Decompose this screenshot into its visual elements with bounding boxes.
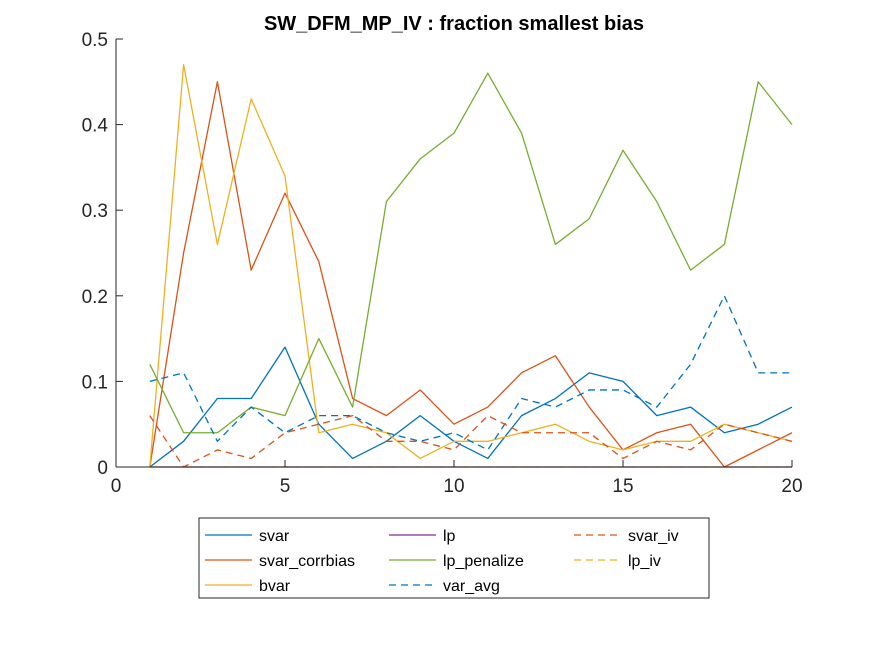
axes-layer: 0 5 10 15 20 0 0.1 0.2 0.3 0.4 0.5 <box>82 30 803 497</box>
legend-label-lp: lp <box>443 528 456 545</box>
legend-label-svar: svar <box>259 528 290 545</box>
legend-label-bvar: bvar <box>259 578 291 595</box>
y-tick-label: 0 <box>97 458 108 479</box>
x-tick-label: 0 <box>111 476 122 497</box>
x-tick-label: 10 <box>443 476 464 497</box>
plot-background <box>116 39 792 467</box>
y-tick-label: 0.4 <box>82 116 109 137</box>
y-tick-label: 0.2 <box>82 287 108 308</box>
series-line-svar <box>149 346 793 468</box>
x-tick-label: 15 <box>612 476 633 497</box>
series-line-var-avg <box>149 295 792 451</box>
legend: svar lp svar_iv svar_corrbias lp_penalize lp_… <box>198 517 710 599</box>
legend-box <box>198 517 710 599</box>
series-line-lp-penalize <box>149 72 793 434</box>
legend-label-lp-penalize: lp_penalize <box>443 553 524 570</box>
x-tick-label: 5 <box>280 476 291 497</box>
legend-label-svar-iv: svar_iv <box>628 528 679 545</box>
x-tick-label: 20 <box>781 476 802 497</box>
plot-area <box>116 39 792 467</box>
y-tick-label: 0.3 <box>82 201 108 222</box>
y-tick-label: 0.5 <box>82 30 108 51</box>
legend-label-lp-iv: lp_iv <box>628 553 661 570</box>
legend-label-var-avg: var_avg <box>443 578 500 595</box>
legend-label-svar-corrbias: svar_corrbias <box>259 553 355 570</box>
series-line-svar-corrbias <box>149 81 793 468</box>
y-tick-label: 0.1 <box>82 372 108 393</box>
chart-title: SW_DFM_MP_IV : fraction smallest bias <box>264 13 644 35</box>
